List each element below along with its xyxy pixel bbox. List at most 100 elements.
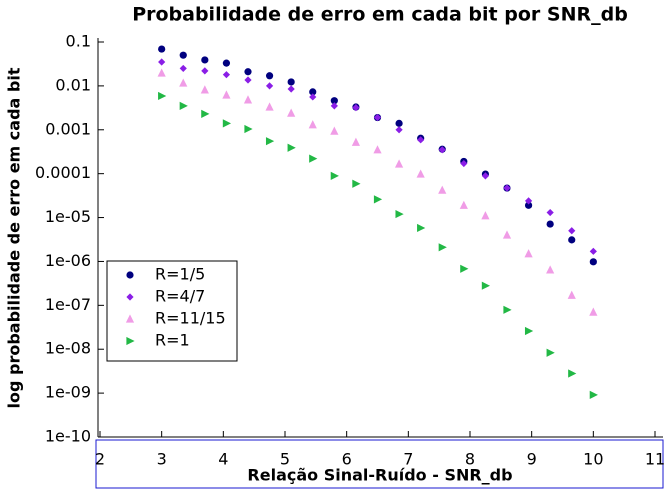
point: [287, 108, 296, 117]
y-tick-label: 1e-10: [45, 427, 91, 446]
chart-title: Probabilidade de erro em cada bit por SN…: [132, 4, 628, 26]
point: [568, 369, 577, 378]
point: [287, 143, 296, 152]
point: [589, 390, 598, 400]
point: [567, 290, 576, 299]
y-tick-label: 1e-08: [45, 339, 91, 358]
point: [244, 68, 252, 76]
point: [438, 243, 447, 252]
x-tick-label: 3: [157, 450, 167, 469]
legend-label: R=1: [155, 331, 190, 350]
legend-marker: [126, 336, 135, 346]
point: [373, 195, 383, 204]
point: [330, 171, 339, 180]
point: [222, 119, 232, 128]
point: [200, 85, 209, 94]
point: [503, 305, 512, 314]
x-tick-label: 11: [645, 450, 665, 469]
point: [244, 76, 252, 84]
point: [158, 45, 166, 53]
point: [201, 67, 209, 75]
point: [460, 159, 468, 168]
legend-marker: [126, 293, 134, 301]
point: [265, 137, 275, 146]
point: [352, 104, 360, 112]
point: [546, 220, 554, 228]
point: [287, 85, 295, 93]
y-axis-label: log probabilidade de erro em cada bit: [5, 67, 24, 408]
point: [546, 348, 555, 357]
point: [459, 200, 468, 209]
point: [222, 90, 231, 99]
point: [243, 95, 253, 104]
point: [417, 136, 425, 144]
point: [179, 101, 188, 110]
point: [157, 68, 166, 77]
x-tick-label: 7: [403, 450, 413, 469]
point: [244, 124, 253, 134]
point: [265, 82, 274, 90]
point: [179, 64, 187, 73]
x-tick-label: 4: [218, 450, 228, 469]
point: [394, 159, 404, 168]
point: [589, 258, 597, 266]
y-tick-label: 0.001: [45, 119, 91, 138]
point: [373, 145, 382, 154]
point: [481, 211, 490, 220]
point: [158, 58, 166, 66]
point: [330, 126, 339, 135]
point: [589, 307, 598, 316]
point: [352, 179, 361, 188]
point: [309, 88, 317, 96]
point: [524, 249, 533, 258]
point: [502, 230, 512, 239]
point: [330, 97, 338, 105]
point: [503, 184, 511, 192]
point: [481, 172, 490, 180]
point: [395, 209, 404, 219]
legend-label: R=4/7: [155, 287, 205, 306]
point: [568, 236, 576, 244]
point: [438, 185, 447, 194]
x-tick-label: 10: [583, 450, 603, 469]
point: [395, 126, 403, 134]
x-tick-label: 9: [527, 450, 537, 469]
point: [438, 146, 446, 154]
point: [179, 78, 188, 87]
point: [373, 113, 382, 122]
x-tick-label: 2: [95, 450, 105, 469]
point: [222, 71, 231, 79]
point: [568, 227, 576, 235]
x-label-box: [95, 439, 664, 489]
x-axis-label: Relação Sinal-Ruído - SNR_db: [247, 466, 512, 485]
legend-label: R=11/15: [155, 309, 226, 328]
x-tick-label: 8: [465, 450, 475, 469]
point: [524, 197, 533, 205]
point: [330, 102, 338, 110]
point: [351, 137, 361, 146]
point: [524, 326, 534, 336]
point: [308, 120, 317, 129]
point: [309, 154, 318, 163]
point: [201, 109, 210, 119]
legend-marker: [125, 314, 135, 323]
legend-marker: [126, 271, 134, 279]
point: [416, 169, 425, 178]
x-tick-label: 6: [342, 450, 352, 469]
point: [287, 78, 295, 86]
point: [179, 51, 187, 59]
point: [201, 56, 209, 64]
point: [265, 102, 274, 111]
point: [309, 93, 317, 101]
y-tick-label: 0.0001: [35, 163, 91, 182]
point: [546, 265, 555, 274]
y-tick-label: 1e-09: [45, 383, 91, 402]
legend-label: R=1/5: [155, 265, 205, 284]
point: [417, 223, 426, 233]
point: [481, 281, 491, 290]
point: [265, 72, 274, 80]
y-tick-label: 1e-06: [45, 251, 91, 270]
point: [589, 247, 597, 255]
y-tick-label: 1e-07: [45, 295, 91, 314]
